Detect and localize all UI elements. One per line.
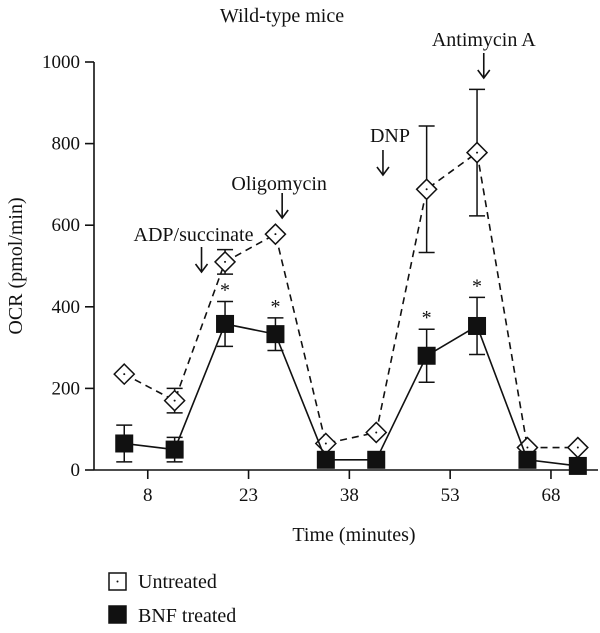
chart-title: Wild-type mice [220, 5, 344, 27]
arrow-head [477, 69, 491, 80]
series-untreated [113, 88, 589, 459]
treatment-annotations: ADP/succinate Oligomycin DNP Antimycin A [134, 29, 536, 274]
data-point-dot [123, 373, 126, 376]
arrow-head [194, 263, 209, 274]
y-tick-label: 400 [52, 297, 81, 318]
data-point-dot [425, 188, 428, 191]
data-point [468, 316, 487, 335]
legend-label-bnf-treated: BNF treated [138, 605, 236, 627]
legend-marker-bnf-treated [108, 605, 127, 624]
x-ticks: 8 23 38 53 68 [143, 470, 560, 506]
series-layer [113, 88, 589, 475]
axes [93, 62, 598, 471]
y-tick-label: 1000 [42, 52, 80, 73]
significance-star: * [220, 279, 230, 301]
y-tick-label: 600 [52, 215, 81, 236]
data-point [316, 450, 335, 469]
legend-item-untreated: Untreated [108, 571, 217, 593]
legend-label-untreated: Untreated [138, 571, 217, 593]
legend: Untreated BNF treated [108, 571, 236, 627]
data-point [568, 456, 587, 475]
y-tick-label: 800 [52, 134, 81, 155]
x-tick-label: 23 [239, 485, 258, 506]
arrow-head [376, 166, 390, 177]
y-tick-label: 200 [52, 378, 81, 399]
x-tick-label: 53 [441, 485, 460, 506]
annotation: ADP/succinate [134, 224, 254, 274]
series-line [124, 323, 578, 467]
legend-marker-dot [116, 580, 119, 583]
data-point-dot [173, 399, 176, 402]
series-line [123, 151, 578, 449]
data-point [518, 450, 537, 469]
data-point-dot [324, 442, 327, 445]
annotation: Antimycin A [432, 29, 536, 80]
data-point [165, 440, 184, 459]
data-point [115, 434, 134, 453]
significance-star: * [472, 275, 482, 297]
data-point [367, 450, 386, 469]
x-tick-label: 38 [340, 485, 359, 506]
data-point [216, 314, 235, 333]
annotation-label: DNP [370, 125, 410, 147]
data-point-dot [274, 233, 277, 236]
data-point-dot [576, 446, 579, 449]
x-axis-title: Time (minutes) [292, 524, 415, 546]
y-tick-label: 0 [71, 460, 81, 481]
y-ticks: 0 200 400 600 800 1000 [42, 52, 94, 481]
data-point [266, 325, 285, 344]
legend-item-bnf-treated: BNF treated [108, 605, 236, 627]
arrow-head [275, 209, 289, 220]
data-point-dot [224, 260, 227, 263]
data-point-dot [526, 446, 529, 449]
significance-star: * [422, 307, 432, 329]
x-tick-label: 8 [143, 485, 153, 506]
significance-markers: * * * * [220, 275, 482, 329]
annotation-label: ADP/succinate [134, 224, 254, 246]
data-point [417, 346, 436, 365]
y-axis-title: OCR (pmol/min) [5, 197, 27, 334]
data-point-dot [375, 431, 378, 434]
series-bnf-treated [115, 296, 587, 475]
annotation: DNP [370, 125, 410, 177]
x-tick-label: 68 [541, 485, 560, 506]
annotation: Oligomycin [231, 173, 327, 220]
annotation-label: Antimycin A [432, 29, 536, 51]
data-point-dot [476, 151, 479, 154]
annotation-label: Oligomycin [231, 173, 327, 195]
significance-star: * [270, 296, 280, 318]
